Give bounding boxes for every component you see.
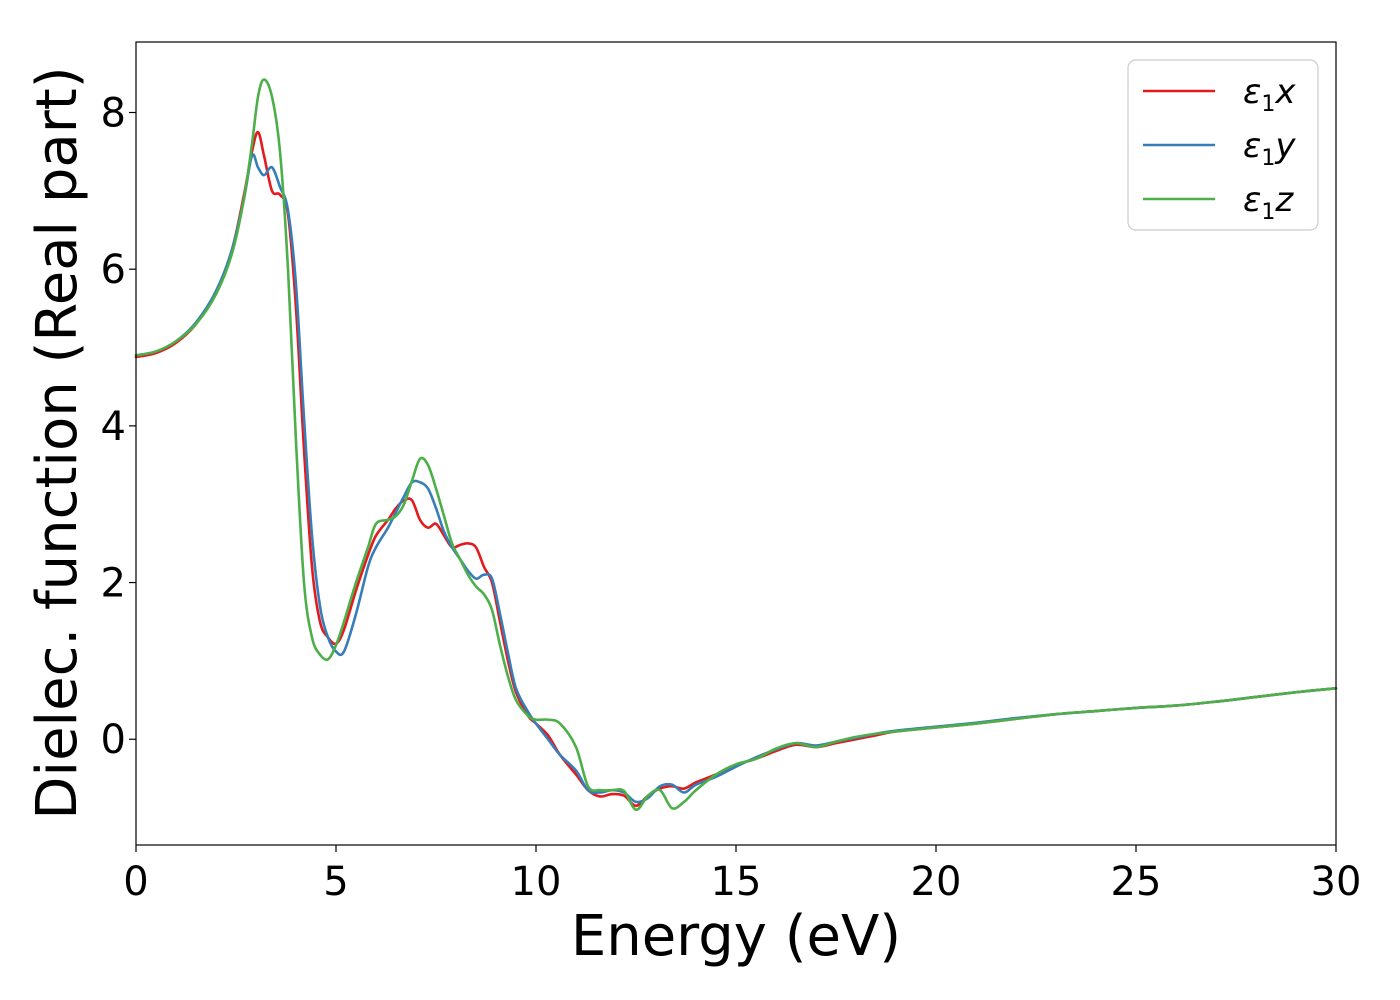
x-axis-ticks: 0 5 10 15 20 25 30 (123, 845, 1361, 905)
x-tick-label: 0 (123, 859, 148, 905)
y-tick-label: 8 (101, 91, 126, 137)
y-tick-label: 0 (101, 717, 126, 763)
series-line-y (134, 153, 1338, 804)
x-tick-label: 25 (1111, 859, 1162, 905)
legend-items: ε1x ε1y ε1z (1143, 72, 1296, 225)
y-tick-label: 4 (101, 404, 126, 450)
legend-box (1127, 59, 1319, 231)
x-tick-label: 20 (911, 859, 962, 905)
series-layer (134, 78, 1338, 812)
legend-label-y: ε1y (1243, 126, 1296, 171)
x-tick-label: 5 (323, 859, 348, 905)
y-axis-ticks: 0 2 4 6 8 (101, 91, 136, 763)
legend-label-z: ε1z (1243, 180, 1294, 225)
x-tick-label: 10 (511, 859, 562, 905)
x-tick-label: 15 (711, 859, 762, 905)
x-tick-label: 30 (1311, 859, 1362, 905)
legend-label-x: ε1x (1243, 72, 1296, 117)
series-line-x (134, 130, 1338, 808)
y-tick-label: 6 (101, 247, 126, 293)
legend: ε1x ε1y ε1z (1127, 59, 1319, 231)
x-axis-label: Energy (eV) (571, 904, 901, 969)
series-line-z (134, 78, 1338, 812)
y-axis-label: Dielec. function (Real part) (25, 66, 90, 819)
y-tick-label: 2 (101, 561, 126, 607)
